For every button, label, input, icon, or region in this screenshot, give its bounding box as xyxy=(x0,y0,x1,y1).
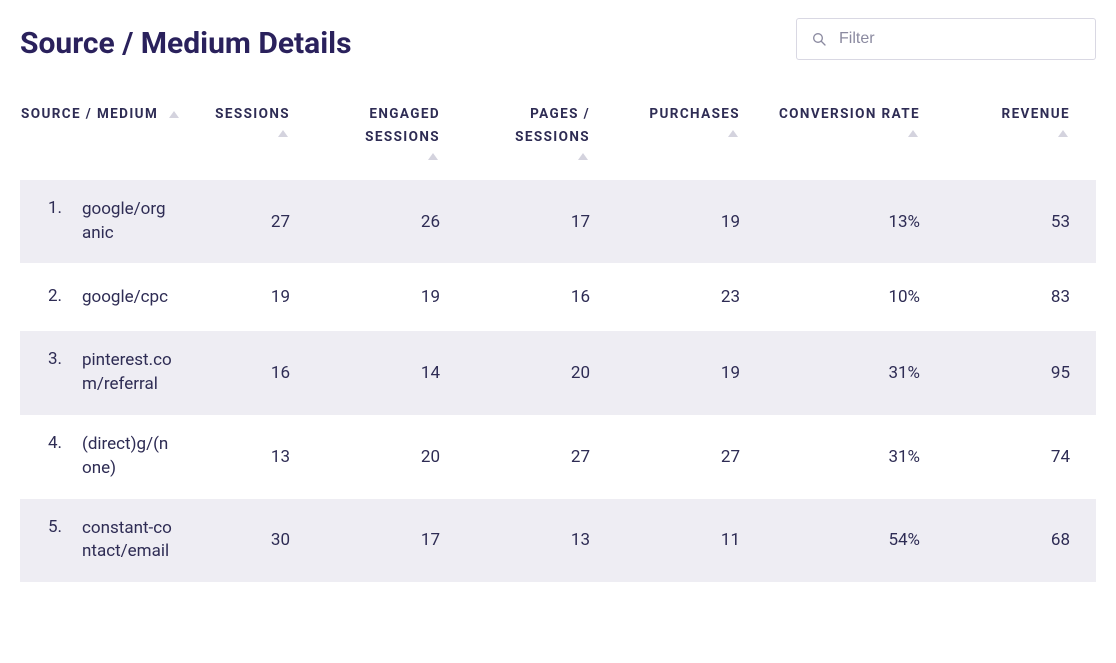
source-medium-label: google/cpc xyxy=(82,286,168,310)
cell-revenue: 83 xyxy=(940,287,1090,307)
cell-purchases: 23 xyxy=(610,287,760,307)
cell-sessions: 27 xyxy=(180,212,310,232)
cell-sessions: 13 xyxy=(180,447,310,467)
sort-asc-icon xyxy=(1058,130,1068,137)
cell-pages-sessions: 17 xyxy=(460,212,610,232)
cell-revenue: 68 xyxy=(940,530,1090,550)
row-index: 5. xyxy=(48,517,74,537)
cell-source-medium: 3. pinterest.com/referral xyxy=(20,349,180,397)
cell-conversion-rate: 54% xyxy=(760,530,940,550)
cell-purchases: 19 xyxy=(610,212,760,232)
sort-asc-icon xyxy=(278,130,288,137)
cell-engaged: 26 xyxy=(310,212,460,232)
cell-sessions: 16 xyxy=(180,363,310,383)
sort-asc-icon xyxy=(578,153,588,160)
row-index: 4. xyxy=(48,433,74,453)
cell-sessions: 19 xyxy=(180,287,310,307)
table-header-row: SOURCE / MEDIUM SESSIONS ENGAGED SESSION… xyxy=(20,103,1096,180)
col-header-purchases[interactable]: PURCHASES xyxy=(610,103,760,160)
cell-revenue: 95 xyxy=(940,363,1090,383)
page-title: Source / Medium Details xyxy=(20,26,352,61)
cell-sessions: 30 xyxy=(180,530,310,550)
source-medium-label: google/organic xyxy=(82,198,172,246)
col-header-label: SESSIONS xyxy=(215,103,290,126)
cell-source-medium: 2. google/cpc xyxy=(20,286,180,310)
cell-purchases: 11 xyxy=(610,530,760,550)
search-icon xyxy=(811,31,827,47)
cell-revenue: 74 xyxy=(940,447,1090,467)
cell-conversion-rate: 31% xyxy=(760,447,940,467)
source-medium-label: (direct)g/(none) xyxy=(82,433,172,481)
col-header-pages-sessions[interactable]: PAGES / SESSIONS xyxy=(460,103,610,160)
cell-purchases: 19 xyxy=(610,363,760,383)
filter-box[interactable] xyxy=(796,18,1096,60)
header-row: Source / Medium Details xyxy=(20,12,1096,61)
cell-pages-sessions: 27 xyxy=(460,447,610,467)
sort-asc-icon xyxy=(908,130,918,137)
cell-pages-sessions: 13 xyxy=(460,530,610,550)
col-header-label: SOURCE / MEDIUM xyxy=(21,106,158,122)
cell-engaged: 20 xyxy=(310,447,460,467)
sort-asc-icon xyxy=(728,130,738,137)
table-body: 1. google/organic 27 26 17 19 13% 53 2. … xyxy=(20,180,1096,582)
cell-purchases: 27 xyxy=(610,447,760,467)
cell-engaged: 19 xyxy=(310,287,460,307)
table-row[interactable]: 5. constant-contact/email 30 17 13 11 54… xyxy=(20,499,1096,583)
cell-pages-sessions: 16 xyxy=(460,287,610,307)
page-root: Source / Medium Details SOURCE / MEDIUM … xyxy=(0,0,1116,612)
source-medium-label: constant-contact/email xyxy=(82,517,172,565)
col-header-label: PURCHASES xyxy=(649,103,740,126)
cell-conversion-rate: 10% xyxy=(760,287,940,307)
table-row[interactable]: 3. pinterest.com/referral 16 14 20 19 31… xyxy=(20,331,1096,415)
col-header-source-medium[interactable]: SOURCE / MEDIUM xyxy=(20,103,180,160)
source-medium-label: pinterest.com/referral xyxy=(82,349,172,397)
col-header-conversion-rate[interactable]: CONVERSION RATE xyxy=(760,103,940,160)
cell-source-medium: 5. constant-contact/email xyxy=(20,517,180,565)
sort-asc-icon xyxy=(169,111,179,118)
col-header-label: PAGES / SESSIONS xyxy=(460,103,590,149)
cell-source-medium: 4. (direct)g/(none) xyxy=(20,433,180,481)
table-row[interactable]: 4. (direct)g/(none) 13 20 27 27 31% 74 xyxy=(20,415,1096,499)
col-header-label: CONVERSION RATE xyxy=(779,103,920,126)
cell-source-medium: 1. google/organic xyxy=(20,198,180,246)
col-header-label: REVENUE xyxy=(1002,103,1070,126)
col-header-revenue[interactable]: REVENUE xyxy=(940,103,1090,160)
sort-asc-icon xyxy=(428,153,438,160)
row-index: 1. xyxy=(48,198,74,218)
cell-conversion-rate: 13% xyxy=(760,212,940,232)
col-header-engaged-sessions[interactable]: ENGAGED SESSIONS xyxy=(310,103,460,160)
filter-input[interactable] xyxy=(837,29,1081,49)
table-row[interactable]: 2. google/cpc 19 19 16 23 10% 83 xyxy=(20,263,1096,331)
col-header-sessions[interactable]: SESSIONS xyxy=(180,103,310,160)
cell-engaged: 14 xyxy=(310,363,460,383)
cell-revenue: 53 xyxy=(940,212,1090,232)
cell-conversion-rate: 31% xyxy=(760,363,940,383)
cell-engaged: 17 xyxy=(310,530,460,550)
source-medium-table: SOURCE / MEDIUM SESSIONS ENGAGED SESSION… xyxy=(20,103,1096,582)
col-header-label: ENGAGED SESSIONS xyxy=(310,103,440,149)
table-row[interactable]: 1. google/organic 27 26 17 19 13% 53 xyxy=(20,180,1096,264)
row-index: 2. xyxy=(48,286,74,306)
cell-pages-sessions: 20 xyxy=(460,363,610,383)
row-index: 3. xyxy=(48,349,74,369)
